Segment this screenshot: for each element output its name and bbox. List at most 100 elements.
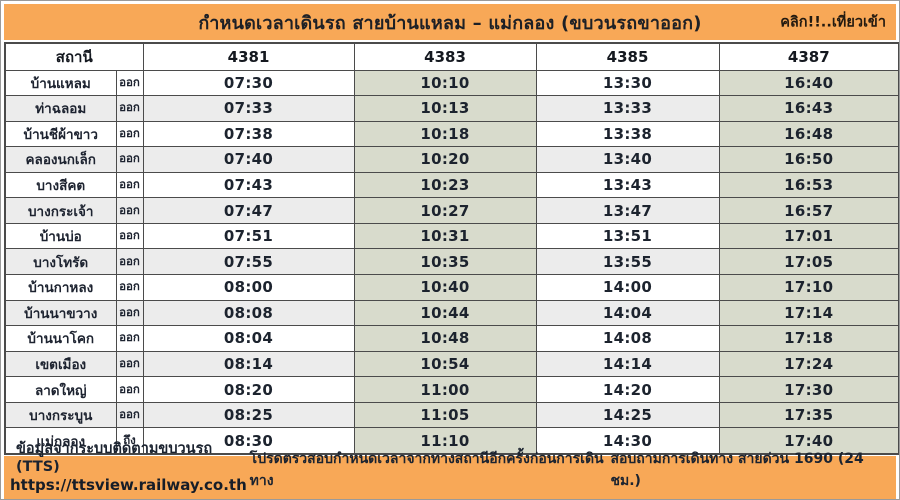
time-cell-4381: 08:20 bbox=[142, 376, 355, 403]
time-cell-4387: 16:48 bbox=[718, 120, 899, 148]
verify-notice: โปรดตรวสอบกำหนดเวลาจากทางสถานีอีกครั้งก่… bbox=[249, 451, 604, 489]
stop-type-label: ออก bbox=[115, 299, 144, 327]
time-cell-4383: 10:10 bbox=[353, 69, 537, 97]
stop-type-label: ออก bbox=[115, 222, 144, 250]
time-cell-4387: 17:14 bbox=[718, 299, 899, 327]
data-source-url: https://ttsview.railway.co.th bbox=[10, 476, 247, 495]
table-row: บ้านนาโคก ออก 08:04 10:48 14:08 17:18 bbox=[4, 325, 899, 352]
time-cell-4383: 10:40 bbox=[353, 274, 537, 301]
timetable: สถานี 4381 4383 4385 4387 บ้านแหลม ออก 0… bbox=[4, 42, 899, 455]
time-cell-4383: 10:44 bbox=[353, 299, 537, 327]
time-cell-4385: 13:43 bbox=[535, 171, 720, 199]
time-cell-4387: 17:35 bbox=[718, 401, 899, 429]
table-row: บางกระบูน ออก 08:25 11:05 14:25 17:35 bbox=[4, 401, 899, 429]
stop-type-label: ออก bbox=[115, 171, 144, 199]
timetable-body: บ้านแหลม ออก 07:30 10:10 13:30 16:40 ท่า… bbox=[4, 69, 899, 455]
time-cell-4381: 08:30 bbox=[142, 427, 355, 455]
time-cell-4383: 11:00 bbox=[353, 376, 537, 403]
time-cell-4385: 14:30 bbox=[535, 427, 720, 455]
stop-type-label: ออก bbox=[115, 350, 144, 378]
time-cell-4385: 13:33 bbox=[535, 95, 720, 122]
table-row: คลองนกเล็ก ออก 07:40 10:20 13:40 16:50 bbox=[4, 146, 899, 173]
time-cell-4381: 07:55 bbox=[142, 248, 355, 275]
time-cell-4387: 16:57 bbox=[718, 197, 899, 224]
stop-type-label: ถึง bbox=[115, 427, 144, 455]
inbound-schedule-link[interactable]: คลิก!!..เที่ยวเข้า bbox=[780, 14, 886, 31]
time-cell-4385: 13:30 bbox=[535, 69, 720, 97]
time-cell-4381: 07:33 bbox=[142, 95, 355, 122]
station-name: ท่าฉลอม bbox=[4, 95, 117, 122]
time-cell-4381: 07:51 bbox=[142, 222, 355, 250]
station-name: บ้านกาหลง bbox=[4, 274, 117, 301]
time-cell-4383: 10:35 bbox=[353, 248, 537, 275]
stop-type-label: ออก bbox=[115, 197, 144, 224]
time-cell-4385: 14:00 bbox=[535, 274, 720, 301]
page-title: กำหนดเวลาเดินรถ สายบ้านแหลม – แม่กลอง (ข… bbox=[198, 12, 702, 34]
time-cell-4387: 17:01 bbox=[718, 222, 899, 250]
time-cell-4381: 07:38 bbox=[142, 120, 355, 148]
data-source-label: ข้อมูลจากระบบติดตามขบวนรถ (TTS) bbox=[16, 441, 213, 476]
time-cell-4381: 08:25 bbox=[142, 401, 355, 429]
time-cell-4381: 07:30 bbox=[142, 69, 355, 97]
time-cell-4385: 13:40 bbox=[535, 146, 720, 173]
table-row: บางโทรัด ออก 07:55 10:35 13:55 17:05 bbox=[4, 248, 899, 275]
time-cell-4387: 16:40 bbox=[718, 69, 899, 97]
station-name: คลองนกเล็ก bbox=[4, 146, 117, 173]
table-row: บ้านนาขวาง ออก 08:08 10:44 14:04 17:14 bbox=[4, 299, 899, 327]
time-cell-4381: 08:00 bbox=[142, 274, 355, 301]
table-row: บ้านกาหลง ออก 08:00 10:40 14:00 17:10 bbox=[4, 274, 899, 301]
stop-type-label: ออก bbox=[115, 274, 144, 301]
time-cell-4381: 07:43 bbox=[142, 171, 355, 199]
stop-type-label: ออก bbox=[115, 95, 144, 122]
time-cell-4383: 11:10 bbox=[353, 427, 537, 455]
time-cell-4387: 17:18 bbox=[718, 325, 899, 352]
stop-type-label: ออก bbox=[115, 325, 144, 352]
time-cell-4387: 17:40 bbox=[718, 427, 899, 455]
train-number-header: 4387 bbox=[718, 42, 899, 71]
time-cell-4381: 08:08 bbox=[142, 299, 355, 327]
footer-band: ข้อมูลจากระบบติดตามขบวนรถ (TTS) https://… bbox=[4, 441, 896, 499]
time-cell-4385: 13:51 bbox=[535, 222, 720, 250]
train-number-header: 4381 bbox=[142, 42, 355, 71]
stop-type-label: ออก bbox=[115, 376, 144, 403]
station-name: แม่กลอง bbox=[4, 427, 117, 455]
table-row: บางกระเจ้า ออก 07:47 10:27 13:47 16:57 bbox=[4, 197, 899, 224]
timetable-wrap: สถานี 4381 4383 4385 4387 บ้านแหลม ออก 0… bbox=[4, 42, 899, 455]
station-name: บ้านนาโคก bbox=[4, 325, 117, 352]
table-row: ท่าฉลอม ออก 07:33 10:13 13:33 16:43 bbox=[4, 95, 899, 122]
time-cell-4387: 17:10 bbox=[718, 274, 899, 301]
station-name: บางโทรัด bbox=[4, 248, 117, 275]
stop-type-label: ออก bbox=[115, 120, 144, 148]
time-cell-4381: 07:40 bbox=[142, 146, 355, 173]
station-column-header: สถานี bbox=[4, 42, 144, 71]
time-cell-4383: 10:31 bbox=[353, 222, 537, 250]
data-source-block: ข้อมูลจากระบบติดตามขบวนรถ (TTS) https://… bbox=[10, 440, 250, 495]
station-name: ลาดใหญ่ bbox=[4, 376, 117, 403]
header-band: กำหนดเวลาเดินรถ สายบ้านแหลม – แม่กลอง (ข… bbox=[4, 4, 896, 40]
hotline-info: สอบถามการเดินทาง สายด่วน 1690 (24 ชม.) bbox=[610, 451, 864, 489]
header-row: สถานี 4381 4383 4385 4387 bbox=[4, 42, 899, 71]
table-row: ลาดใหญ่ ออก 08:20 11:00 14:20 17:30 bbox=[4, 376, 899, 403]
time-cell-4383: 11:05 bbox=[353, 401, 537, 429]
time-cell-4381: 07:47 bbox=[142, 197, 355, 224]
time-cell-4385: 14:14 bbox=[535, 350, 720, 378]
table-row: แม่กลอง ถึง 08:30 11:10 14:30 17:40 bbox=[4, 427, 899, 455]
station-name: บางกระบูน bbox=[4, 401, 117, 429]
table-row: บ้านแหลม ออก 07:30 10:10 13:30 16:40 bbox=[4, 69, 899, 97]
time-cell-4387: 16:53 bbox=[718, 171, 899, 199]
table-row: เขตเมือง ออก 08:14 10:54 14:14 17:24 bbox=[4, 350, 899, 378]
time-cell-4383: 10:23 bbox=[353, 171, 537, 199]
station-name: บางสีคต bbox=[4, 171, 117, 199]
time-cell-4387: 16:50 bbox=[718, 146, 899, 173]
time-cell-4381: 08:04 bbox=[142, 325, 355, 352]
time-cell-4387: 16:43 bbox=[718, 95, 899, 122]
time-cell-4385: 13:55 bbox=[535, 248, 720, 275]
time-cell-4387: 17:30 bbox=[718, 376, 899, 403]
time-cell-4385: 14:08 bbox=[535, 325, 720, 352]
station-name: บางกระเจ้า bbox=[4, 197, 117, 224]
time-cell-4387: 17:05 bbox=[718, 248, 899, 275]
time-cell-4385: 13:47 bbox=[535, 197, 720, 224]
station-name: บ้านชีผ้าขาว bbox=[4, 120, 117, 148]
table-row: บางสีคต ออก 07:43 10:23 13:43 16:53 bbox=[4, 171, 899, 199]
